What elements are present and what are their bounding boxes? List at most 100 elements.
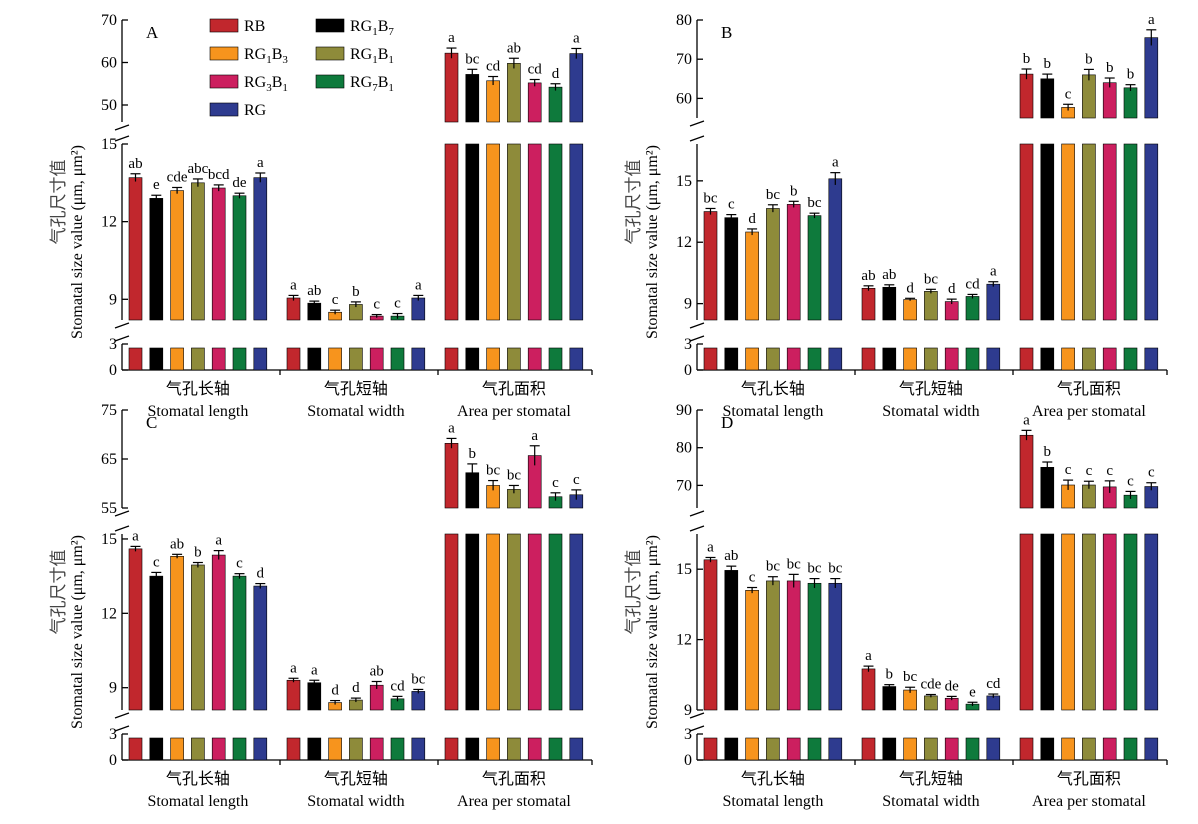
bar-stub-RG3B1 (1102, 737, 1117, 761)
y-tick-label: 75 (101, 402, 117, 419)
significance-label: bc (807, 195, 822, 211)
bar-RB (703, 211, 718, 321)
bar-stub-RG1B3 (903, 347, 917, 371)
bar-stub-RG1B1 (924, 347, 938, 371)
bar-stub-RG1B7 (149, 347, 164, 371)
y-tick-label: 80 (676, 12, 692, 29)
bar-stub-RG7B1 (548, 737, 563, 761)
axis-break-mark (114, 712, 130, 719)
bar-middle-RG (569, 143, 584, 321)
bar-RG (828, 582, 843, 711)
bar-RG1B7 (882, 286, 897, 321)
y-tick-label: 3 (684, 726, 692, 743)
significance-label: ab (307, 283, 321, 299)
category-label-cn: 气孔短轴 (324, 380, 388, 398)
significance-label: c (236, 556, 243, 572)
bar-top-RB (1019, 434, 1034, 509)
bar-top-RG1B7 (1040, 78, 1055, 119)
bar-RG7B1 (965, 296, 980, 321)
bar-stub-RG1B7 (724, 347, 739, 371)
significance-label: ab (170, 536, 184, 552)
bar-stub-RG (411, 347, 426, 371)
significance-label: b (194, 545, 202, 561)
bar-RG1B3 (170, 190, 184, 321)
category-label-en: Stomatal width (307, 403, 404, 420)
significance-label: cd (528, 62, 543, 78)
significance-label: cd (486, 59, 501, 75)
bar-stub-RG1B7 (1040, 737, 1055, 761)
y-tick-label: 3 (109, 336, 117, 353)
bar-middle-RG1B1 (1082, 143, 1096, 321)
bar-stub-RG7B1 (965, 737, 980, 761)
bar-stub-RG1B7 (149, 737, 164, 761)
significance-label: d (948, 281, 956, 297)
significance-label: d (906, 280, 914, 296)
significance-label: b (886, 667, 894, 683)
y-tick-label: 12 (676, 632, 692, 649)
bar-RG7B1 (232, 575, 247, 711)
bar-RG (986, 695, 1001, 711)
y-tick-label: 15 (101, 136, 117, 153)
bar-stub-RB (703, 347, 718, 371)
bar-RG7B1 (807, 582, 822, 711)
y-tick-label: 70 (676, 477, 692, 494)
bar-stub-RG3B1 (369, 737, 384, 761)
significance-label: c (332, 292, 339, 308)
significance-label: a (448, 30, 455, 46)
significance-label: c (1148, 465, 1155, 481)
significance-label: b (352, 284, 360, 300)
panel-letter: A (146, 23, 159, 42)
bar-RG7B1 (807, 215, 822, 321)
bar-stub-RG3B1 (369, 347, 384, 371)
panel-letter: C (146, 413, 157, 432)
bar-top-RG7B1 (548, 86, 563, 123)
y-tick-label: 9 (684, 702, 692, 719)
bar-stub-RG7B1 (807, 347, 822, 371)
significance-label: a (415, 277, 422, 293)
bar-RG1B3 (745, 231, 759, 321)
bar-top-RG3B1 (527, 82, 542, 123)
significance-label: a (448, 420, 455, 436)
significance-label: c (1106, 463, 1113, 479)
significance-label: a (707, 539, 714, 555)
significance-label: b (1044, 56, 1052, 72)
axis-break-mark (689, 120, 705, 127)
bar-stub-RB (703, 737, 718, 761)
bar-stub-RG1B3 (745, 347, 759, 371)
panel-b: 60 70 80 9 12 15 0 3 B 气孔尺寸值 Stomatal size value (… (624, 12, 1168, 420)
bar-stub-RG1B7 (465, 737, 480, 761)
significance-label: ab (882, 267, 896, 283)
significance-label: b (1085, 51, 1093, 67)
category-label-en: Stomatal length (147, 403, 248, 420)
bar-stub-RG1B7 (882, 347, 897, 371)
bar-middle-RG1B7 (1040, 533, 1055, 711)
category-label-en: Area per stomatal (1032, 403, 1146, 420)
panel-d: 70 80 90 9 12 15 0 3 D 气孔尺寸值 Stomatal size value (… (624, 402, 1168, 810)
axis-break-mark (114, 510, 130, 517)
category-label-cn: 气孔面积 (482, 770, 546, 788)
bar-stub-RG1B7 (724, 737, 739, 761)
panel-a: 50 60 70 9 12 15 0 3 A 气孔尺寸值 Stomatal size value (… (49, 12, 593, 420)
significance-label: a (990, 264, 997, 280)
bar-stub-RG7B1 (807, 737, 822, 761)
category-label-cn: 气孔面积 (1057, 380, 1121, 398)
y-tick-label: 15 (676, 561, 692, 578)
bar-stub-RG1B1 (507, 347, 521, 371)
significance-label: bc (903, 669, 918, 685)
bar-middle-RB (1019, 533, 1034, 711)
axis-break-mark (114, 525, 130, 532)
axis-break-mark (114, 335, 130, 342)
significance-label: bcd (208, 167, 230, 183)
significance-label: c (573, 472, 580, 488)
significance-label: a (1023, 412, 1030, 428)
bar-stub-RG7B1 (965, 347, 980, 371)
bar-middle-RB (444, 143, 459, 321)
bar-stub-RG1B1 (191, 347, 205, 371)
bar-middle-RG3B1 (527, 143, 542, 321)
bar-stub-RG (253, 347, 268, 371)
bar-stub-RG (986, 347, 1001, 371)
bar-RB (128, 548, 143, 711)
bar-top-RG3B1 (1102, 82, 1117, 119)
significance-label: bc (766, 187, 781, 203)
significance-label: c (552, 475, 559, 491)
